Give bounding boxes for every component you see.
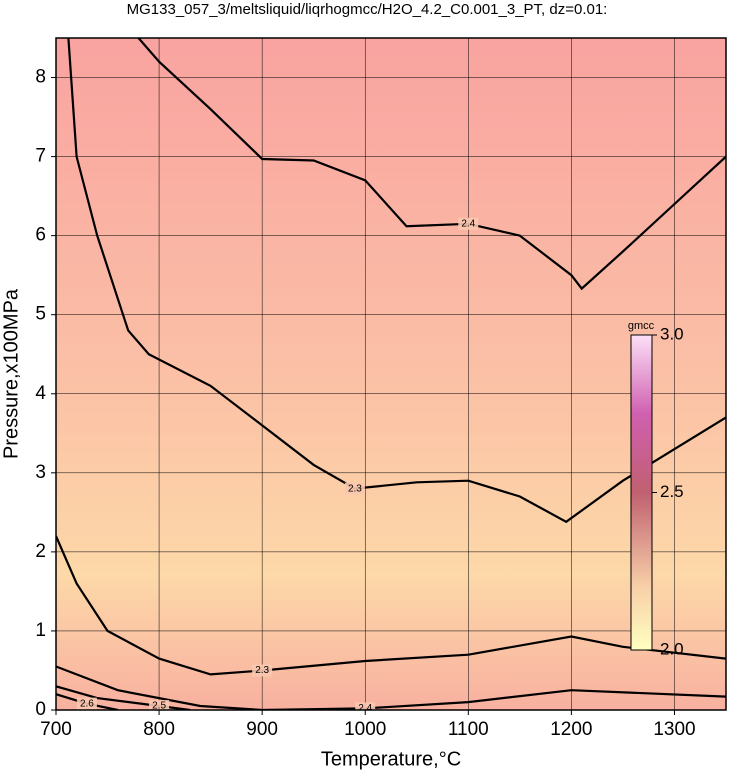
y-tick-label: 2 [35,541,46,562]
contour-label-bg [149,700,170,710]
contour-label: 2.4 [358,703,372,714]
contour-line [67,38,726,524]
colorbar-tick-label: 2.5 [660,482,684,501]
colorbar-tick-label: 3.0 [660,324,684,343]
plot-frame [55,37,727,711]
y-tick-label: 3 [35,462,46,483]
x-tick-label: 700 [40,719,72,740]
contour-label: 2.3 [255,665,269,676]
plot-layer: 2.4 2.3 2.3 2.4 2.5 2.6 [56,38,726,714]
x-tick-label: 900 [246,719,278,740]
x-axis-label: Temperature,°C [321,748,461,770]
contour-label-bg [76,697,97,710]
x-tick-label: 1300 [653,719,695,740]
contour-label-group: 2.4 [355,702,376,714]
y-tick-label: 4 [35,383,46,404]
x-tick-label: 1000 [344,719,386,740]
contour-line [137,38,726,291]
contour-label-group: 2.4 [458,217,479,230]
y-tick-label: 8 [35,67,46,88]
y-axis-label: Pressure,x100MPa [0,288,22,459]
y-tick-label: 1 [35,620,46,641]
plot-background [56,38,726,710]
colorbar-tick-label: 2.0 [660,639,684,658]
contour-label-bg [252,664,273,677]
contour-label: 2.3 [348,483,362,494]
contour-label: 2.5 [152,701,166,712]
colorbar [630,334,653,651]
contour-label: 2.4 [461,218,475,229]
contour-label-group: 2.3 [252,664,273,677]
contour-label-bg [344,482,365,495]
contour-label-bg [458,217,479,230]
y-tick-label: 0 [35,699,46,720]
y-tick-label: 6 [35,225,46,246]
contour-line [56,685,191,710]
colorbar-label: gmcc [628,320,655,332]
contour-label-bg [355,702,376,710]
x-tick-label: 1100 [448,719,489,740]
y-tick-label: 5 [35,304,46,325]
contour-line [56,665,726,710]
contour-label-group: 2.3 [344,482,365,495]
contour-label-group: 2.5 [149,700,170,712]
chart-title: MG133_057_3/meltsliquid/liqrhogmcc/H2O_4… [127,1,608,18]
contour-label-group: 2.6 [76,697,97,710]
x-tick-label: 800 [143,719,175,740]
contour-label: 2.6 [80,698,94,709]
x-tick-label: 1200 [550,719,592,740]
y-tick-label: 7 [35,146,46,167]
